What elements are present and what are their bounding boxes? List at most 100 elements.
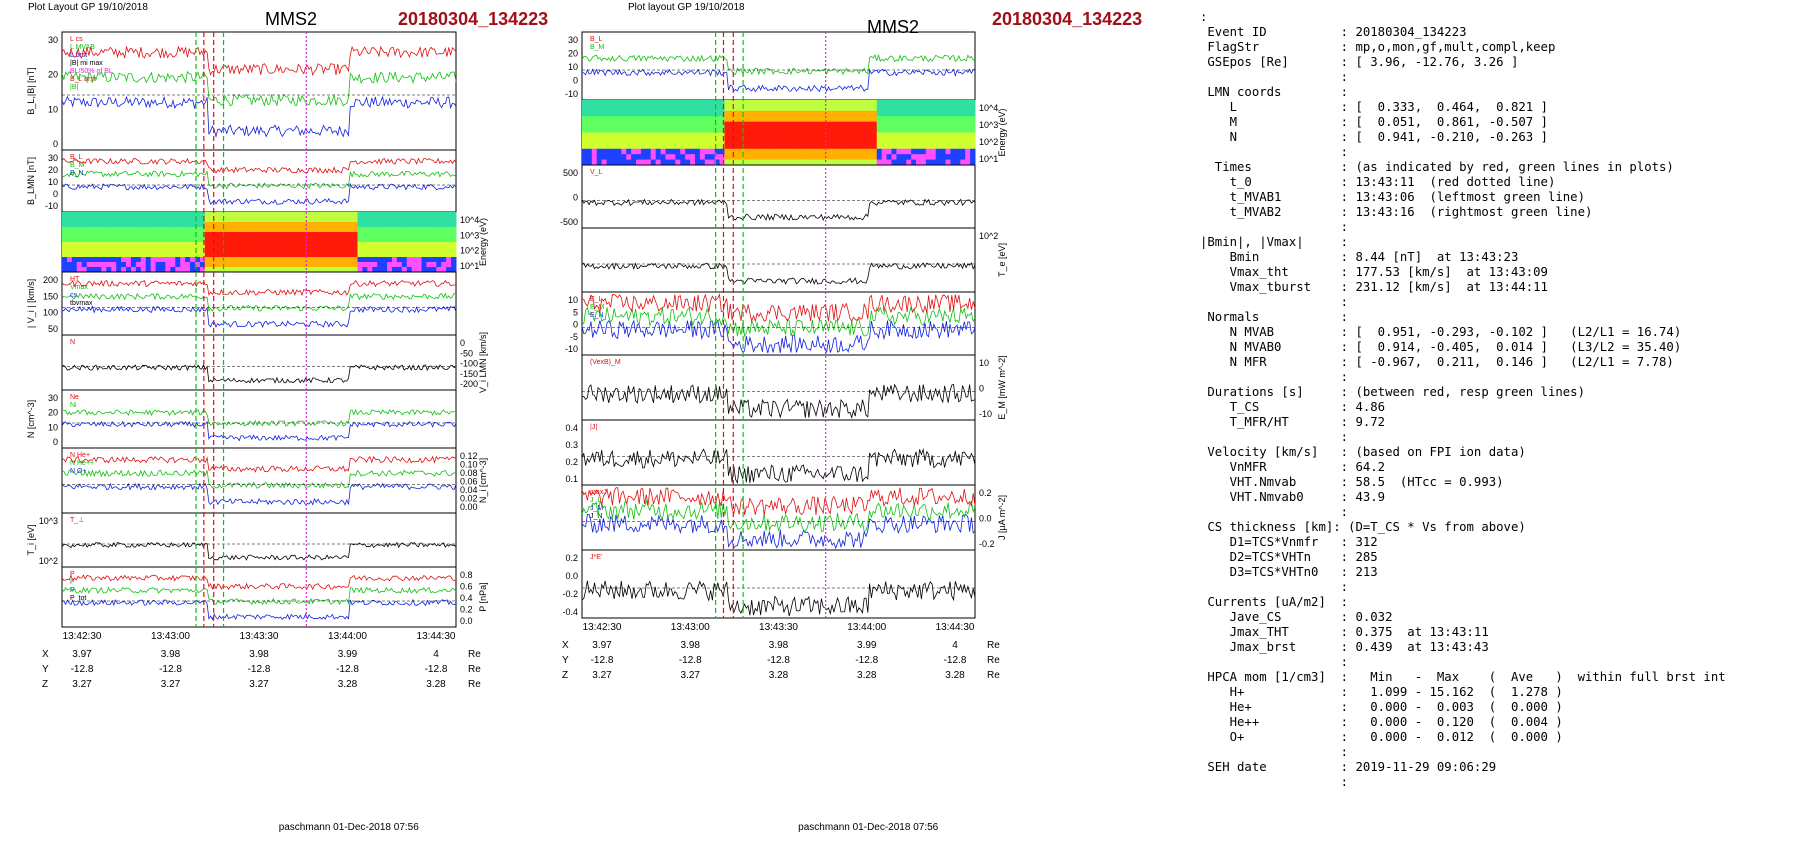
spectrogram-cell (86, 267, 93, 273)
spectrogram-cell (332, 257, 339, 263)
spectrogram-cell (852, 121, 858, 128)
series-line (61, 469, 457, 489)
spectrogram-cell (387, 237, 393, 243)
spectrogram-cell (170, 222, 176, 228)
spectrogram-cell (935, 100, 942, 106)
spectrogram-cell (660, 105, 667, 112)
spectrogram-cell (140, 242, 147, 248)
spectrogram-cell (308, 267, 314, 273)
spectrogram-cell (734, 116, 740, 123)
series-line (581, 198, 976, 222)
tick-label: 0.08 (460, 468, 478, 478)
spectrogram-cell (357, 257, 363, 263)
spectrogram-cell (832, 148, 838, 155)
spectrogram-cell (101, 242, 107, 248)
footer: paschmann 01-Dec-2018 07:56 (279, 822, 420, 833)
spectrogram-cell (704, 143, 711, 150)
tick-label: -0.4 (562, 607, 578, 617)
mid-spacecraft: MMS2 (867, 17, 919, 37)
spectrogram-cell (680, 110, 686, 117)
spectrogram-cell (763, 154, 770, 161)
series-line (61, 408, 457, 427)
spectrogram-cell (204, 237, 211, 243)
spectrogram-cell (263, 232, 270, 238)
spectrogram-cell (665, 116, 671, 123)
spectrogram-cell (960, 116, 966, 123)
spectrogram-cell (239, 252, 245, 258)
spectrogram-cell (308, 227, 314, 233)
info-line: D1=TCS*Vnmfr : 312 (1200, 535, 1378, 549)
spectrogram-cell (763, 159, 770, 166)
spectrogram-cell (911, 159, 917, 166)
spectrogram-cell (881, 137, 888, 144)
spectrogram-cell (591, 116, 598, 123)
spectrogram-cell (352, 222, 358, 228)
spectrogram-cell (842, 121, 848, 128)
spectrogram-cell (832, 154, 838, 161)
spectrogram-cell (852, 100, 858, 106)
spectrogram-cell (313, 247, 319, 253)
series-line (61, 70, 457, 107)
spectrogram-cell (866, 121, 873, 128)
spectrogram-cell (768, 143, 775, 150)
spectrogram-cell (411, 242, 418, 248)
spectrogram-cell (965, 132, 971, 139)
spectrogram-cell (62, 227, 68, 233)
tick-label: 0.2 (565, 457, 578, 467)
spectrogram-cell (753, 127, 760, 133)
spectrogram-cell (827, 127, 834, 133)
spectrogram-cell (793, 159, 799, 166)
spectrogram-cell (165, 227, 171, 233)
spectrogram-cell (640, 127, 647, 133)
spectrogram-cell (406, 257, 413, 263)
spectrogram-cell (165, 247, 171, 253)
spectrogram-cell (76, 227, 83, 233)
spectrogram-cell (229, 227, 235, 233)
legend-entry: J_L (590, 497, 601, 504)
spectrogram-cell (847, 121, 853, 128)
spectrogram-cell (734, 105, 740, 112)
spectrogram-cell (626, 116, 632, 123)
spectrogram-cell (327, 252, 334, 258)
spectrogram-cell (822, 100, 829, 106)
spectrogram-cell (891, 127, 897, 133)
spectrogram-cell (645, 100, 652, 106)
spectrogram-cell (446, 217, 452, 223)
spectrogram-cell (871, 105, 878, 112)
spectrogram-cell (185, 232, 191, 238)
spectrogram-cell (234, 217, 240, 223)
spectrogram-cell (332, 212, 339, 218)
spectrogram-cell (807, 100, 814, 106)
spectrogram-cell (842, 159, 848, 166)
spectrogram-cell (665, 100, 671, 106)
spectrogram-cell (660, 154, 667, 161)
spectrogram-cell (367, 227, 373, 233)
spectrogram-cell (436, 247, 442, 253)
spectrogram-cell (822, 132, 829, 139)
spectrogram-cell (636, 105, 642, 112)
spectrogram-cell (71, 212, 78, 218)
spectrogram-cell (155, 227, 161, 233)
spectrogram-cell (165, 252, 171, 258)
spectrogram-cell (640, 105, 647, 112)
spectrogram-cell (165, 222, 171, 228)
spectrogram-cell (817, 105, 824, 112)
spectrogram-cell (857, 105, 863, 112)
spectrogram-cell (421, 257, 427, 263)
spectrogram-cell (582, 137, 588, 144)
spectrogram-cell (160, 247, 166, 253)
spectrogram-cell (935, 143, 942, 150)
spectrogram-cell (768, 148, 775, 155)
spectrogram-cell (91, 212, 97, 218)
spectrogram-cell (446, 247, 452, 253)
spectrogram-cell (391, 262, 398, 268)
series-line (61, 455, 457, 473)
spectrogram-cell (729, 137, 735, 144)
spectrogram-cell (175, 252, 181, 258)
series-line (61, 45, 457, 77)
spectrogram-cell (357, 232, 363, 238)
spectrogram-cell (729, 121, 735, 128)
spectrogram-cell (881, 105, 888, 112)
spectrogram-cell (758, 105, 765, 112)
